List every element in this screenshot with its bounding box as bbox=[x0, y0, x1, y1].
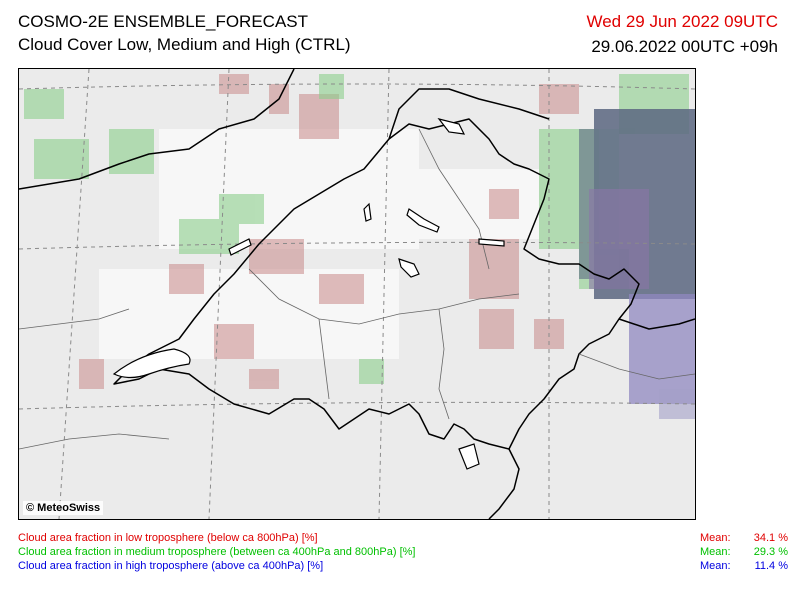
low-cloud-areas bbox=[79, 74, 579, 389]
mean-value-medium: 29.3 % bbox=[753, 546, 788, 558]
coordinate-grid bbox=[19, 69, 695, 519]
cloud-field-light bbox=[99, 129, 539, 359]
mean-label-high: Mean: bbox=[700, 560, 731, 572]
mean-label-medium: Mean: bbox=[700, 546, 731, 558]
legend-high-clouds: Cloud area fraction in high troposphere … bbox=[18, 560, 324, 572]
national-borders bbox=[19, 69, 695, 519]
run-time: 29.06.2022 00UTC +09h bbox=[591, 37, 778, 56]
high-cloud-areas bbox=[579, 109, 695, 419]
copyright-notice: © MeteoSwiss bbox=[23, 501, 104, 515]
map-title: COSMO-2E ENSEMBLE_FORECAST bbox=[18, 12, 309, 31]
mean-value-low: 34.1 % bbox=[753, 532, 788, 544]
map-subtitle: Cloud Cover Low, Medium and High (CTRL) bbox=[18, 35, 351, 54]
forecast-map: © MeteoSwiss bbox=[18, 68, 696, 520]
valid-time: Wed 29 Jun 2022 09UTC bbox=[586, 12, 778, 31]
legend-medium-clouds: Cloud area fraction in medium tropospher… bbox=[18, 546, 416, 558]
lakes bbox=[112, 117, 505, 470]
mean-label-low: Mean: bbox=[700, 532, 731, 544]
map-canvas bbox=[19, 69, 695, 519]
legend-low-clouds: Cloud area fraction in low troposphere (… bbox=[18, 532, 318, 544]
mean-value-high: 11.4 % bbox=[754, 560, 788, 572]
